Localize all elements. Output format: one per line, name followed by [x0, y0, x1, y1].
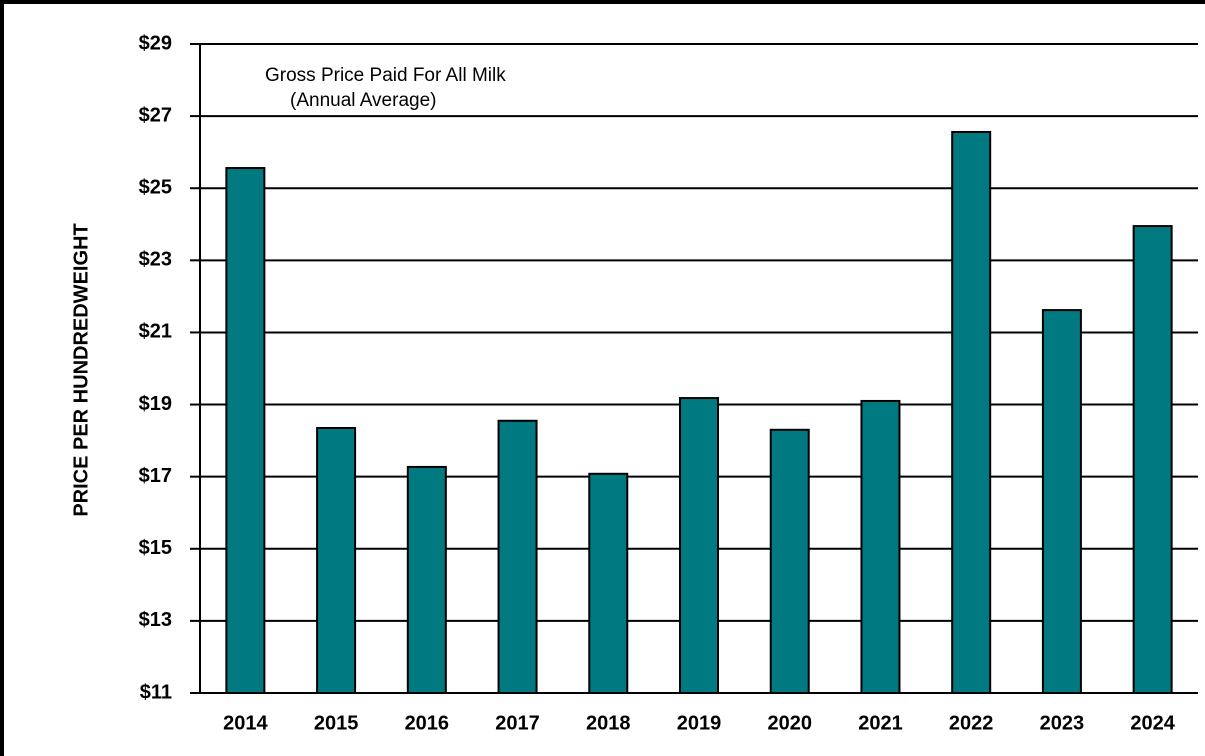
- y-tick-label: $15: [139, 537, 172, 559]
- y-tick-label: $17: [139, 465, 172, 487]
- x-tick-label: 2016: [405, 712, 450, 734]
- y-tick-label: $19: [139, 393, 172, 415]
- bar: [679, 397, 719, 694]
- x-tick-label: 2014: [223, 712, 268, 734]
- bar: [1041, 309, 1082, 694]
- x-tick-label: 2015: [314, 712, 359, 734]
- bar: [588, 472, 629, 694]
- y-tick-label: $29: [139, 32, 172, 54]
- bar: [951, 130, 992, 694]
- x-tick-label: 2018: [586, 712, 631, 734]
- y-tick-label: $27: [139, 104, 172, 126]
- y-axis-label: PRICE PER HUNDREDWEIGHT: [70, 223, 92, 516]
- x-tick-label: 2020: [767, 712, 812, 734]
- bar: [860, 399, 901, 694]
- bar: [225, 167, 266, 694]
- y-tick-label: $21: [139, 321, 172, 343]
- x-tick-label: 2017: [495, 712, 540, 734]
- x-tick-label: 2021: [858, 712, 903, 734]
- x-tick-label: 2022: [949, 712, 994, 734]
- x-tick-label: 2023: [1040, 712, 1085, 734]
- bar: [497, 419, 538, 694]
- bar: [769, 428, 810, 694]
- y-tick-label: $11: [140, 681, 172, 703]
- bar: [316, 426, 357, 694]
- x-tick-label: 2019: [677, 712, 722, 734]
- y-tick-label: $25: [139, 177, 172, 199]
- chart-title: Gross Price Paid For All Milk: [265, 65, 506, 86]
- y-tick-label: $23: [139, 249, 172, 271]
- bar: [1132, 225, 1173, 694]
- chart-subtitle: (Annual Average): [290, 90, 436, 111]
- y-tick-label: $13: [139, 609, 172, 631]
- bar: [406, 465, 447, 694]
- x-tick-label: 2024: [1130, 712, 1175, 734]
